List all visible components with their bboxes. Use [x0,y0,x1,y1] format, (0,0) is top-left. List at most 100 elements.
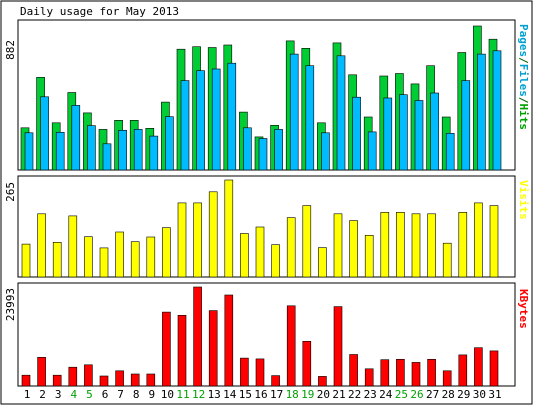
x-tick-label: 11 [176,388,189,401]
kbytes-bar [474,347,483,387]
files-bar [243,127,252,171]
kbytes-bar [380,359,390,387]
kbytes-bar [146,373,156,387]
visits-bar [84,236,93,278]
files-bar [399,94,408,171]
visits-bar [21,243,31,278]
x-tick-label: 25 [395,388,408,401]
files-bar [149,135,159,171]
x-tick-label: 12 [192,388,205,401]
x-tick-label: 30 [473,388,486,401]
x-tick-label: 7 [117,388,124,401]
kbytes-bar [364,368,374,387]
panel-visits-max-label: 265 [4,182,17,202]
kbytes-bar [333,306,343,387]
kbytes-bar [442,370,452,387]
kbytes-bar [427,358,436,387]
legend-entry: Visits [517,180,530,220]
legend-entry: Files [517,64,530,97]
x-tick-label: 6 [102,388,109,401]
panel-kbytes-legend: KBytes [517,289,530,329]
kbytes-bar [193,286,202,387]
files-bar [40,96,49,171]
visits-bar [380,212,390,278]
panel-visits: 265 Visits [4,175,530,278]
visits-bar [271,244,280,278]
files-bar [71,105,81,171]
visits-bar [115,231,124,278]
x-tick-label: 3 [55,388,62,401]
files-bar [289,53,299,171]
x-tick-label: 26 [410,388,423,401]
files-bar [352,96,361,171]
x-tick-label: 9 [148,388,155,401]
legend-entry: / [517,97,530,104]
x-tick-label: 2 [39,388,46,401]
visits-bar [318,247,327,278]
x-tick-label: 24 [379,388,393,401]
kbytes-bar [458,354,468,387]
visits-bar [68,215,78,278]
kbytes-bar [84,364,93,387]
x-tick-label: 29 [457,388,470,401]
x-tick-label: 5 [86,388,93,401]
kbytes-bar [52,374,62,387]
files-bar [321,132,330,171]
kbytes-bar [286,305,296,387]
visits-bar [208,191,218,278]
panel-hits-max-label: 882 [4,40,17,60]
chart-title: Daily usage for May 2013 [20,5,179,18]
files-bar [414,100,424,171]
kbytes-bar [255,358,265,387]
files-bar [430,92,439,171]
kbytes-bar [21,374,31,387]
files-bar [492,50,502,171]
files-bar [180,80,190,171]
x-tick-label: 19 [301,388,314,401]
visits-bar [37,213,46,278]
x-tick-label: 20 [317,388,330,401]
visits-bar [489,205,499,278]
kbytes-bar [130,373,140,387]
files-bar [102,143,112,171]
visits-bar [364,235,374,278]
legend-entry: / [517,57,530,64]
kbytes-bar [68,366,78,387]
visits-bar [442,242,452,278]
files-bar [367,131,377,171]
visits-bar [162,227,171,278]
files-bar [445,133,455,171]
panel-kbytes-bars [21,286,499,387]
legend-entry: Hits [517,104,530,131]
visits-bar [130,241,140,278]
legend-entry: Pages [517,24,530,57]
kbytes-bar [99,375,109,387]
kbytes-bar [271,375,280,387]
files-bar [118,130,127,171]
kbytes-bar [162,311,171,387]
files-bar [196,70,205,171]
visits-bar [427,213,436,278]
files-bar [55,132,65,171]
panel-hits: 882 Pages/Files/Hits [4,19,530,171]
x-tick-label: 16 [254,388,267,401]
x-tick-label: 14 [223,388,237,401]
visits-bar [458,212,468,278]
panel-hits-legend: Pages/Files/Hits [517,24,530,130]
files-bar [87,125,96,171]
kbytes-bar [115,370,124,387]
x-tick-label: 15 [239,388,252,401]
files-bar [461,80,471,171]
visits-bar [255,226,265,278]
kbytes-bar [240,357,249,387]
x-tick-label: 22 [348,388,361,401]
files-bar [383,97,393,171]
x-tick-label: 4 [70,388,77,401]
kbytes-bar [224,294,234,387]
visits-bar [302,205,312,278]
visits-bar [224,179,234,278]
files-bar [165,116,174,171]
visits-bar [411,213,421,278]
kbytes-bar [208,310,218,387]
